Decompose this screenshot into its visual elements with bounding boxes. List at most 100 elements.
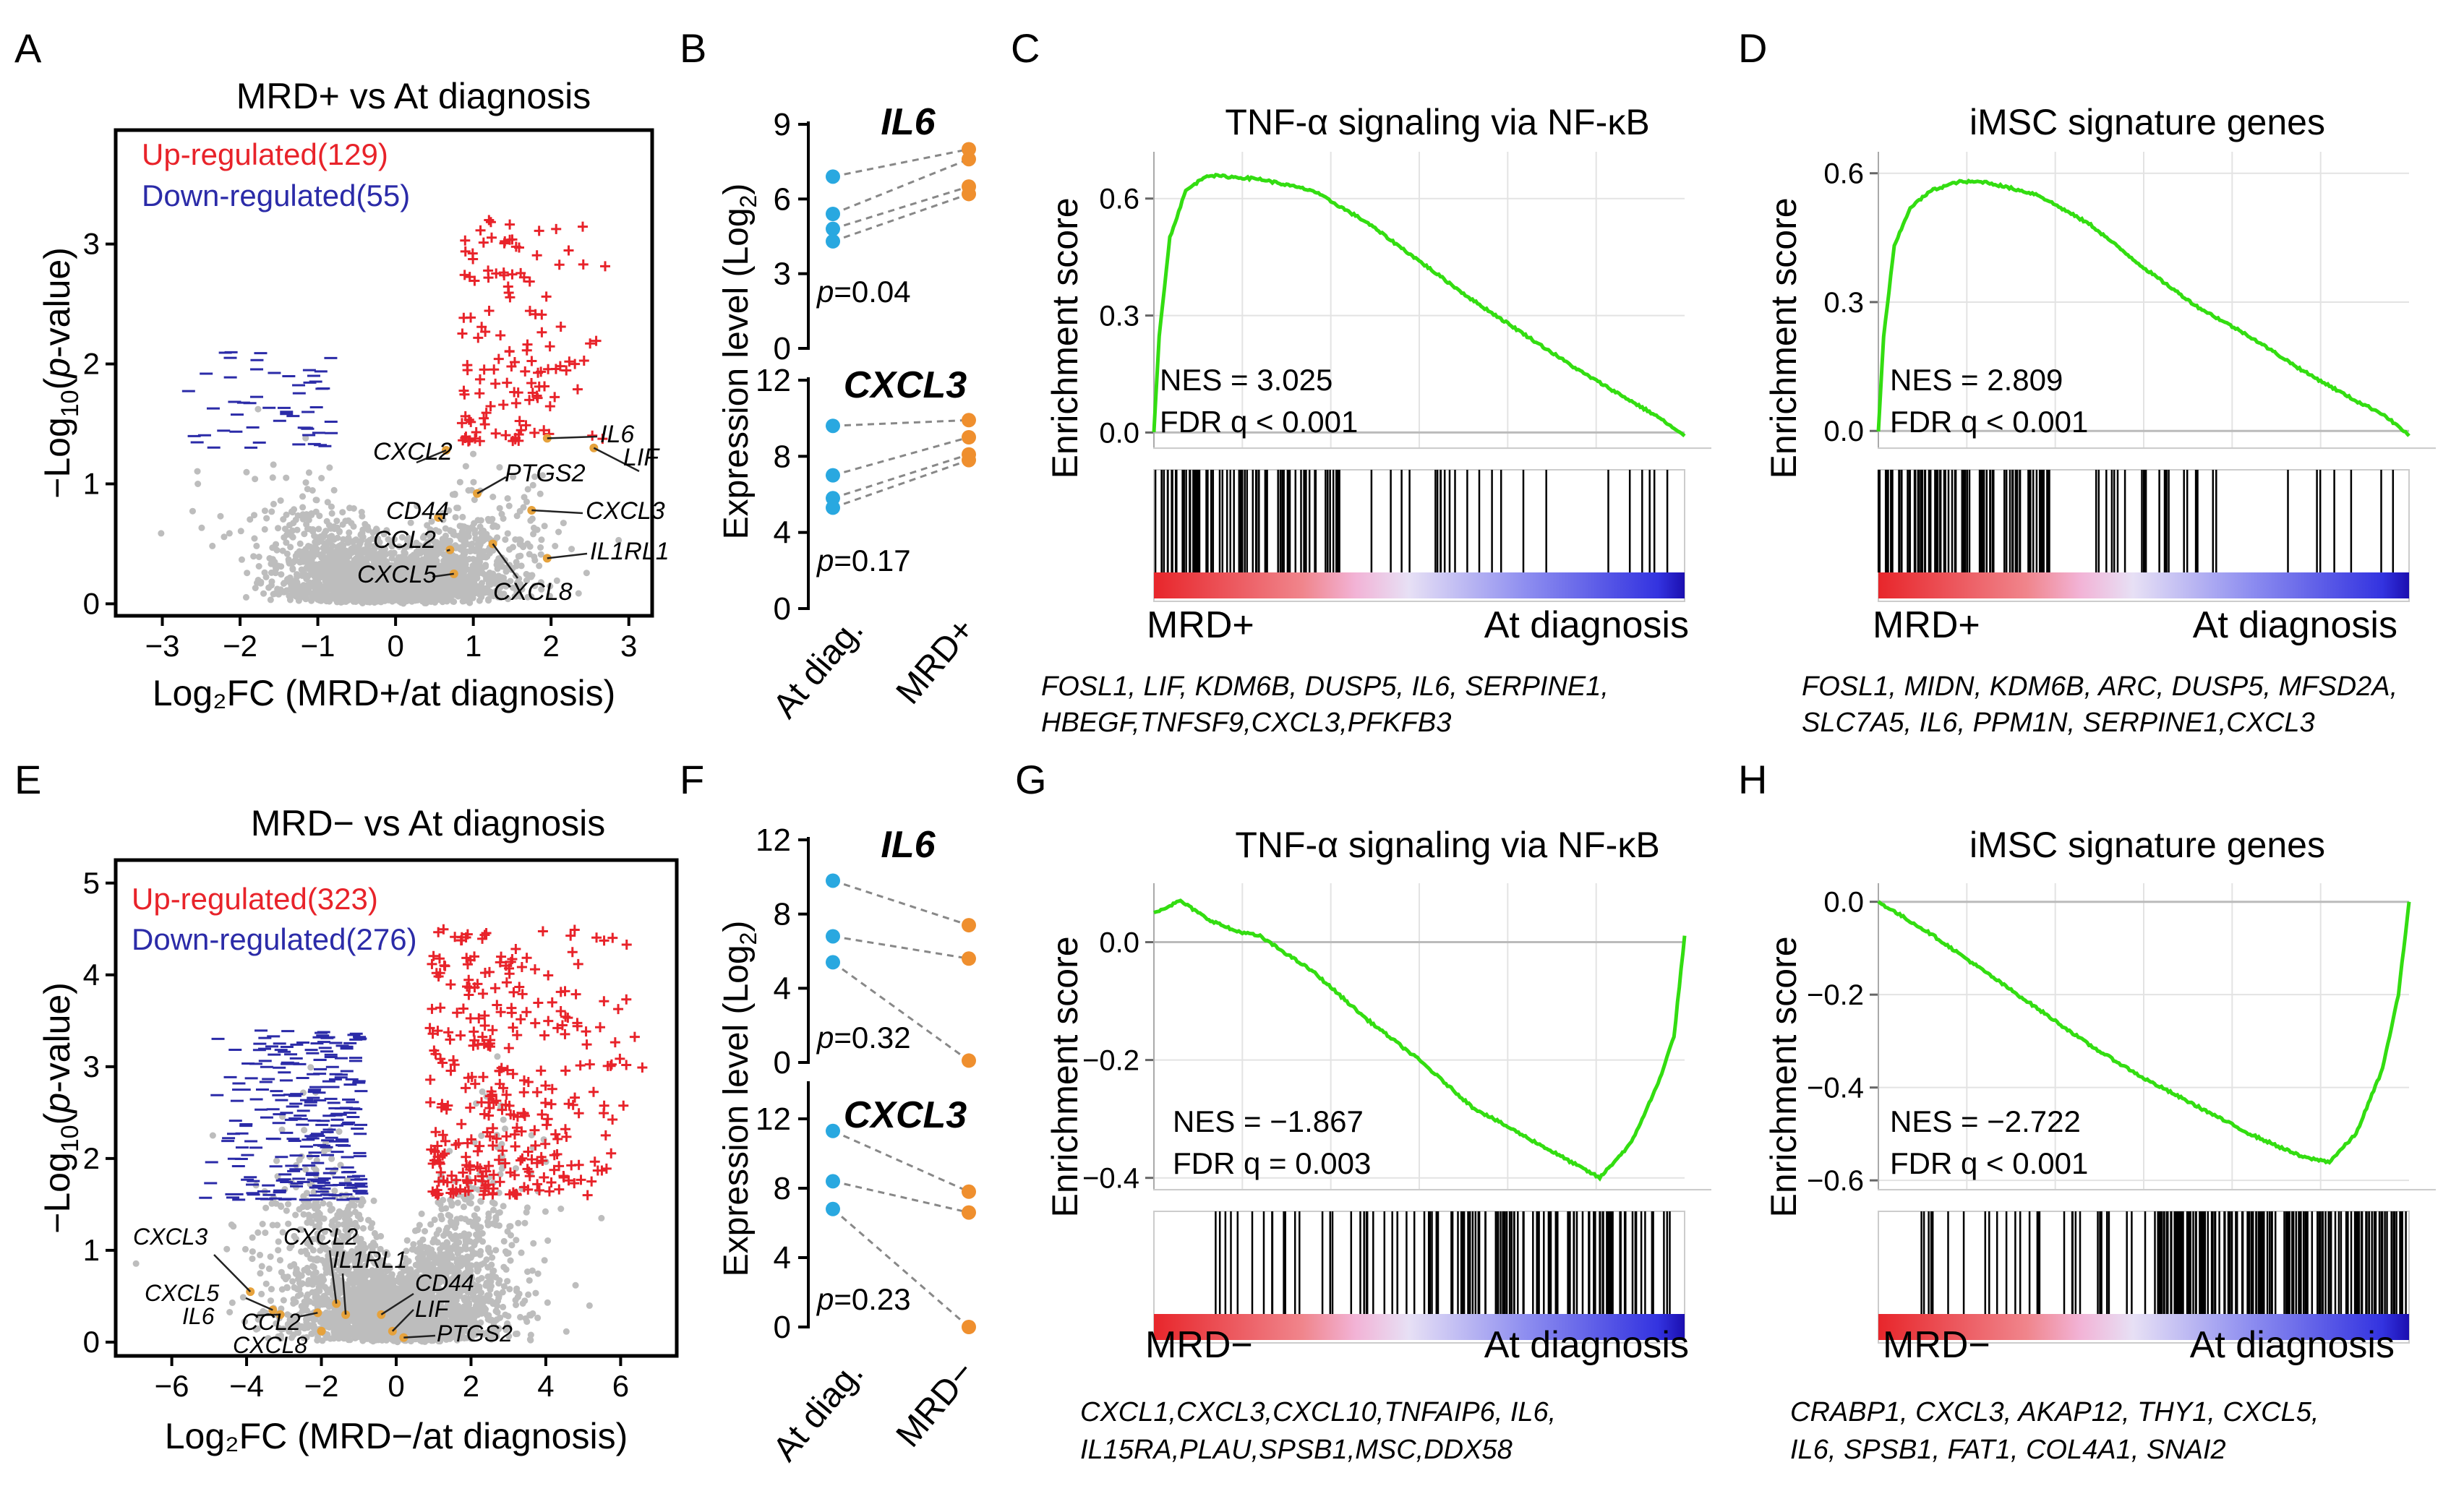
gene-label: CXCL8 xyxy=(233,1332,307,1358)
x-tick-label: At diag. xyxy=(766,1354,870,1469)
leading-edge-genes: FOSL1, MIDN, KDM6B, ARC, DUSP5, MFSD2A, xyxy=(1802,671,2397,702)
y-tick-label: 0.0 xyxy=(1099,927,1139,959)
rank-color-bar xyxy=(1154,572,1685,598)
pair-line xyxy=(832,1180,970,1214)
chart-title: TNF-α signaling via NF-κB xyxy=(1225,102,1649,142)
gene-pointer-line xyxy=(492,543,519,579)
hits-frame xyxy=(1153,1211,1685,1344)
mrd-point xyxy=(962,1320,976,1334)
rank-color-bar xyxy=(1878,1314,2409,1340)
right-phenotype-label: At diagnosis xyxy=(2190,1324,2395,1366)
mrd-point xyxy=(962,918,976,933)
panel-e: E MRD− vs At diagnosis Up-regulated(323)… xyxy=(14,757,679,1456)
chart-title: iMSC signature genes xyxy=(1969,102,2325,142)
left-phenotype-label: MRD+ xyxy=(1873,604,1980,646)
panel-c: C TNF-α signaling via NF-κB 0.0 0.3 0.6 NE… xyxy=(1011,25,1711,738)
enrichment-score-curve xyxy=(1153,898,1687,1182)
gene-point-cxcl8 xyxy=(317,1326,326,1336)
chart-title: MRD− vs At diagnosis xyxy=(251,803,605,843)
x-tick-label: 6 xyxy=(612,1369,629,1403)
gene-label: CD44 xyxy=(386,497,449,525)
paired-dot-plot: 0 3 6 9 0 4 8 12 xyxy=(756,107,976,627)
left-phenotype-label: MRD− xyxy=(1883,1324,1990,1366)
p-value-bottom: p=0.17 xyxy=(816,544,911,577)
at-diagnosis-point xyxy=(826,1174,840,1189)
y-axis-label: Enrichment score xyxy=(1763,936,1804,1217)
gene-hit-bars xyxy=(1877,470,2395,572)
x-tick-label: MRD+ xyxy=(889,611,983,711)
panel-d: D iMSC signature genes 0.0 0.3 0.6 NES = 2… xyxy=(1738,25,2436,738)
gene-label: CCL2 xyxy=(241,1309,301,1335)
y-tick-label: 3 xyxy=(774,257,791,292)
gene-label: IL6 xyxy=(182,1303,215,1329)
gsea-plot: −0.4 −0.2 0.0 xyxy=(1082,883,1711,1344)
y-tick-label: 8 xyxy=(774,439,791,474)
x-axis-label: Log₂FC (MRD+/at diagnosis) xyxy=(153,673,615,713)
pair-line xyxy=(832,158,970,215)
y-axis-label: Expression level (Log2) xyxy=(717,184,761,540)
enrichment-score-curve xyxy=(1877,900,2411,1165)
gene-label: PTGS2 xyxy=(437,1320,513,1347)
gene-pointer-line xyxy=(531,509,583,515)
gene-pointer-line xyxy=(432,572,454,578)
gene-title-top: IL6 xyxy=(881,824,936,866)
volcano-plot-area xyxy=(158,215,640,607)
y-tick-label: 12 xyxy=(756,1101,791,1137)
y-axis-label: Enrichment score xyxy=(1763,197,1804,478)
gene-pointer-line xyxy=(547,435,598,439)
y-tick-label: 0.3 xyxy=(1099,301,1139,332)
gene-pointer-line xyxy=(341,1273,347,1315)
mrd-point xyxy=(962,951,976,966)
at-diagnosis-point xyxy=(826,500,840,515)
at-diagnosis-point xyxy=(826,955,840,970)
y-tick-label: 3 xyxy=(83,227,100,261)
leading-edge-genes: FOSL1, LIF, KDM6B, DUSP5, IL6, SERPINE1, xyxy=(1041,671,1609,702)
x-axis-label: Log₂FC (MRD−/at diagnosis) xyxy=(165,1416,628,1456)
y-tick-label: 0 xyxy=(83,1325,100,1359)
y-tick-label: 8 xyxy=(774,897,791,932)
chart-title: MRD+ vs At diagnosis xyxy=(236,76,591,116)
panel-letter: A xyxy=(14,25,42,71)
gene-pointer-line xyxy=(593,447,640,473)
y-tick-label: 4 xyxy=(774,515,791,551)
x-tick-label: MRD− xyxy=(889,1354,983,1454)
y-tick-label: 12 xyxy=(756,363,791,398)
panel-letter: G xyxy=(1015,757,1047,802)
gene-label: CXCL8 xyxy=(493,578,573,606)
gene-label: IL1RL1 xyxy=(590,538,670,565)
gene-hit-bars xyxy=(1920,1211,2407,1314)
gene-title-bottom: CXCL3 xyxy=(844,364,967,406)
pair-line xyxy=(832,961,970,1062)
rank-color-bar xyxy=(1878,572,2409,598)
gene-pointer-line xyxy=(446,549,450,552)
panel-letter: F xyxy=(680,757,704,802)
gene-label: IL1RL1 xyxy=(333,1247,407,1273)
mrd-point xyxy=(962,186,976,202)
p-value-top: p=0.04 xyxy=(816,275,911,309)
at-diagnosis-point xyxy=(826,221,840,236)
axes: −6 −4 −2 0 2 4 6 0 1 2 3 4 5 xyxy=(83,866,629,1403)
panel-letter: D xyxy=(1738,25,1767,71)
x-tick-label: 3 xyxy=(620,629,637,663)
y-tick-label: 3 xyxy=(83,1049,100,1083)
y-tick-label: −0.4 xyxy=(1082,1163,1139,1195)
pair-line xyxy=(832,193,970,243)
down-regulated-legend: Down-regulated(276) xyxy=(132,922,417,956)
x-tick-label: −2 xyxy=(304,1369,339,1403)
y-tick-label: 0 xyxy=(774,331,791,366)
enrichment-score-curve xyxy=(1152,173,1686,438)
p-value-top: p=0.32 xyxy=(816,1021,911,1055)
gsea-plot: 0.0 0.3 0.6 xyxy=(1823,152,2436,602)
gene-pointer-line xyxy=(403,1334,436,1339)
panel-f: F IL6 CXCL3 0 4 8 12 0 4 8 12 p=0.32 p=0.23 Exp… xyxy=(680,757,982,1469)
x-tick-label: At diag. xyxy=(766,611,870,726)
gene-pointer-line xyxy=(380,1292,414,1315)
y-tick-label: 4 xyxy=(774,1240,791,1276)
p-value-bottom: p=0.23 xyxy=(816,1282,911,1316)
at-diagnosis-point xyxy=(826,1123,840,1138)
leading-edge-genes: IL15RA,PLAU,SPSB1,MSC,DDX58 xyxy=(1080,1435,1513,1465)
mrd-point xyxy=(962,152,976,167)
gene-pointer-line xyxy=(391,1309,414,1332)
volcano-plot-area xyxy=(132,924,648,1346)
y-tick-label: 0 xyxy=(774,1045,791,1081)
